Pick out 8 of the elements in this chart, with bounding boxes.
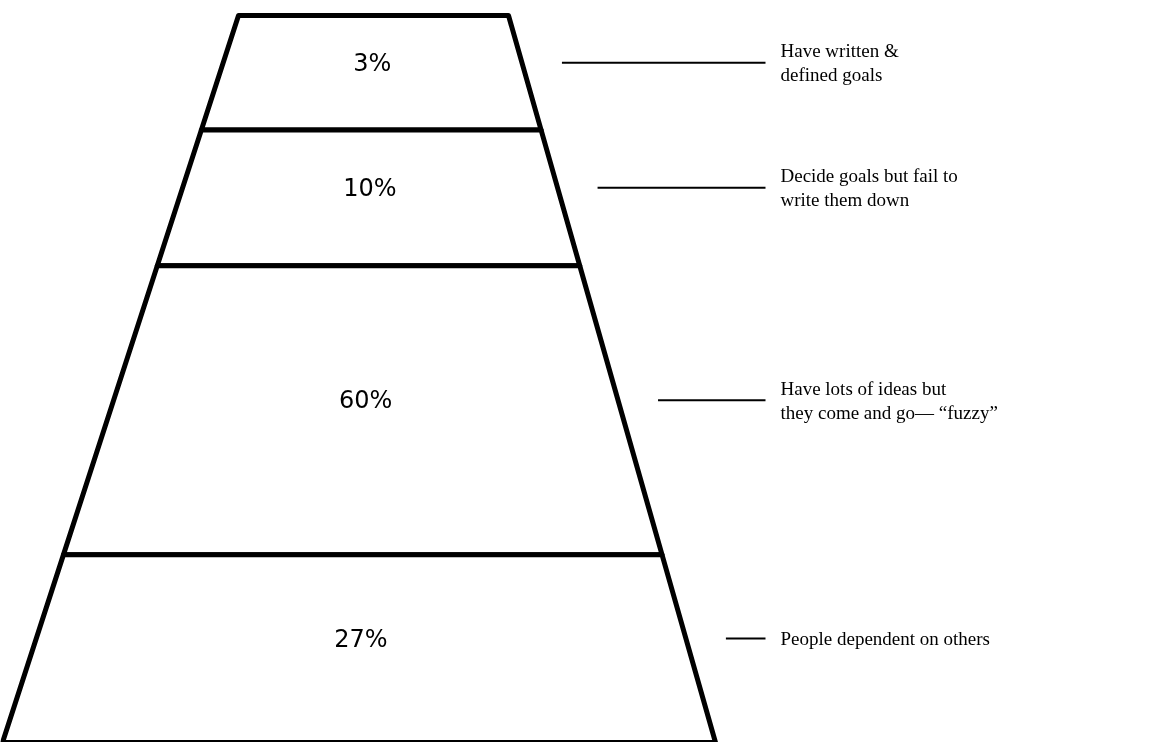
- category-label: Have written & defined goals: [780, 40, 899, 86]
- category-label: Decide goals but fail to write them down: [780, 165, 958, 211]
- data-label: 3%: [353, 48, 392, 77]
- category-label: People dependent on others: [780, 628, 990, 650]
- data-label: 60%: [338, 386, 393, 415]
- data-label: 10%: [343, 173, 397, 202]
- data-label: 27%: [334, 624, 388, 653]
- category-label: Have lots of ideas but they come and go— “fuzzy”: [780, 377, 998, 423]
